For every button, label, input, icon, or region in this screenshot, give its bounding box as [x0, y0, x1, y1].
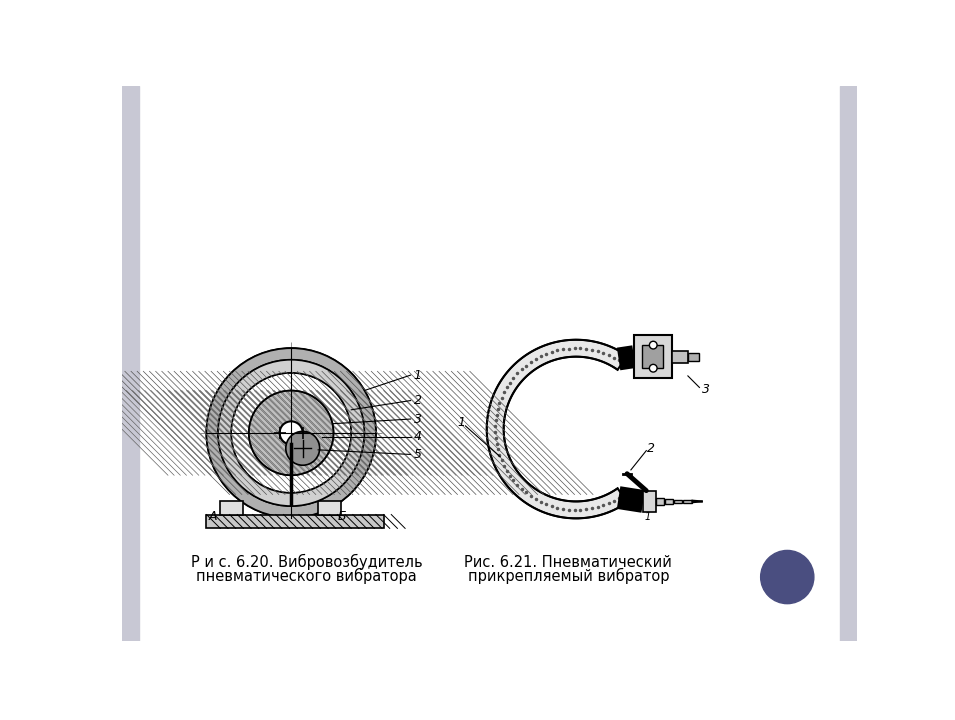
- Circle shape: [206, 348, 376, 518]
- Bar: [688, 353, 699, 361]
- Bar: [634, 335, 672, 378]
- Bar: [655, 498, 664, 505]
- Bar: [644, 490, 655, 512]
- Circle shape: [649, 364, 657, 372]
- Circle shape: [249, 390, 333, 475]
- Circle shape: [649, 341, 657, 349]
- Text: прикрепляемый вибратор: прикрепляемый вибратор: [468, 568, 669, 584]
- Bar: [642, 345, 663, 368]
- Text: Б: Б: [338, 510, 347, 523]
- Text: 1: 1: [645, 512, 651, 522]
- Bar: [674, 500, 683, 503]
- Text: 1: 1: [457, 416, 466, 429]
- Bar: [683, 500, 691, 503]
- Text: 2: 2: [414, 394, 421, 407]
- Polygon shape: [487, 340, 627, 518]
- Bar: [122, 86, 138, 641]
- Bar: [206, 515, 384, 528]
- Text: А: А: [208, 510, 217, 523]
- Text: 1: 1: [414, 369, 421, 382]
- Circle shape: [218, 360, 364, 506]
- Text: 3: 3: [702, 383, 710, 396]
- Text: Р и с. 6.20. Вибровозбудитель: Р и с. 6.20. Вибровозбудитель: [191, 554, 422, 570]
- Circle shape: [231, 373, 351, 493]
- Text: Рис. 6.21. Пневматический: Рис. 6.21. Пневматический: [464, 554, 672, 570]
- Bar: [665, 499, 673, 504]
- Bar: [318, 500, 341, 515]
- Bar: [840, 86, 858, 641]
- Text: 5: 5: [414, 448, 421, 461]
- Bar: [672, 351, 688, 363]
- Text: 3: 3: [414, 413, 421, 426]
- Circle shape: [286, 431, 320, 465]
- Bar: [221, 500, 244, 515]
- Wedge shape: [206, 348, 376, 518]
- Wedge shape: [218, 360, 364, 506]
- Text: пневматического вибратора: пневматического вибратора: [196, 568, 417, 584]
- Circle shape: [280, 421, 303, 444]
- Text: 4: 4: [414, 431, 421, 444]
- Circle shape: [760, 550, 814, 603]
- Text: 2: 2: [647, 442, 655, 455]
